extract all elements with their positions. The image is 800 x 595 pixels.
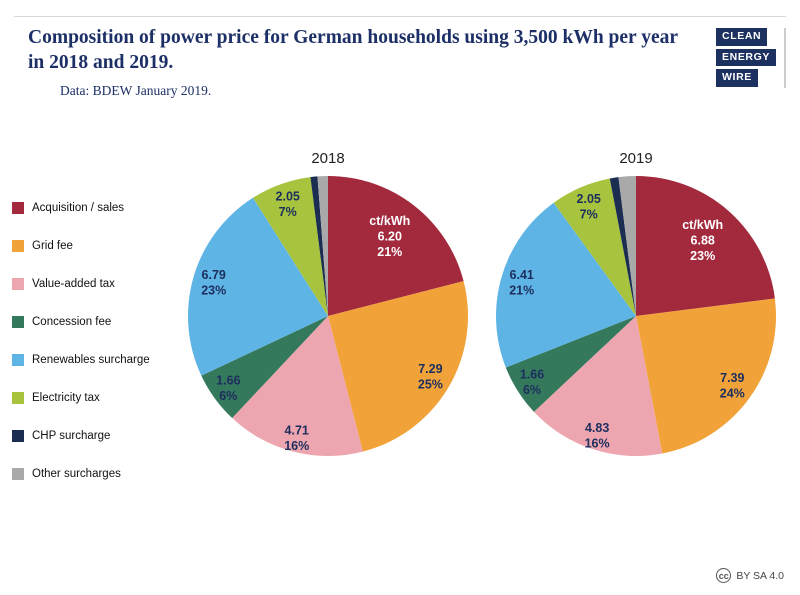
pie-slice-renewables-surcharge (495, 202, 636, 368)
slice-label-value-added-tax: 4.83 16% (585, 421, 610, 451)
cc-icon: cc (716, 568, 732, 583)
slice-label-electricity-tax: 2.05 7% (276, 189, 300, 219)
pie-2018: ct/kWh 6.20 21% 7.29 25% 4.71 16% 1.66 6% 6.79 23%… (187, 176, 468, 457)
clew-logo: CLEAN ENERGY WIRE (716, 28, 776, 87)
pie-slice-concession-fee (201, 316, 328, 419)
slice-label-acquisition-sales: ct/kWh 6.88 23% (682, 218, 723, 263)
logo-line-energy: ENERGY (716, 48, 776, 67)
pie-2019: ct/kWh 6.88 23% 7.39 24% 4.83 16% 1.66 6% 6.41 21%… (495, 175, 777, 457)
legend-swatch-grid-fee (12, 240, 24, 252)
pie-slice-concession-fee (505, 316, 636, 412)
pie-slice-electricity-tax (553, 178, 636, 316)
pie-slice-chp-surcharge (310, 176, 328, 316)
data-source: Data: BDEW January 2019. (60, 82, 212, 98)
slice-label-acquisition-sales: ct/kWh 6.20 21% (369, 214, 410, 259)
legend-item-chp-surcharge: CHP surcharge (12, 430, 178, 442)
legend-item-value-added-tax: Value-added tax (12, 278, 178, 290)
legend: Acquisition / sales Grid fee Value-added… (0, 148, 178, 480)
logo-line-clean: CLEAN (716, 28, 768, 46)
logo-line-wire: WIRE (716, 69, 758, 87)
pie-slice-acquisition-sales (328, 176, 464, 316)
legend-item-renewables-surcharge: Renewables surcharge (12, 354, 178, 366)
pie-charts: 2018 ct/kWh 6.20 21% 7.29 25% 4.71 16% 1.66 6% 6.… (178, 148, 800, 480)
legend-swatch-acquisition-sales (12, 202, 24, 214)
license: cc BY SA 4.0 (716, 568, 784, 583)
logo-divider (784, 28, 786, 88)
slice-label-renewables-surcharge: 6.41 21% (509, 268, 534, 298)
header: Composition of power price for German ho… (28, 26, 690, 99)
legend-item-acquisition-sales: Acquisition / sales (12, 202, 178, 214)
pie-figure-2018: 2018 ct/kWh 6.20 21% 7.29 25% 4.71 16% 1.66 6% 6.… (178, 148, 478, 480)
legend-label: Acquisition / sales (32, 202, 125, 214)
slice-label-renewables-surcharge: 6.79 23% (201, 268, 226, 298)
pie-slice-grid-fee (636, 298, 777, 454)
license-text: BY SA 4.0 (736, 569, 784, 582)
pie-slice-electricity-tax (252, 177, 328, 316)
legend-label: CHP surcharge (32, 430, 111, 442)
legend-swatch-other-surcharges (12, 468, 24, 480)
legend-swatch-electricity-tax (12, 392, 24, 404)
legend-swatch-value-added-tax (12, 278, 24, 290)
pie-slice-other-surcharges (618, 175, 636, 316)
pie-slice-value-added-tax (232, 316, 363, 457)
slice-label-grid-fee: 7.39 24% (720, 371, 745, 401)
legend-label: Renewables surcharge (32, 354, 150, 366)
legend-item-electricity-tax: Electricity tax (12, 392, 178, 404)
pie-slice-renewables-surcharge (187, 197, 328, 376)
chart-area: Acquisition / sales Grid fee Value-added… (0, 148, 800, 480)
legend-swatch-concession-fee (12, 316, 24, 328)
legend-label: Value-added tax (32, 278, 115, 290)
legend-swatch-chp-surcharge (12, 430, 24, 442)
year-label-2019: 2019 (619, 150, 653, 167)
year-label-2018: 2018 (311, 150, 345, 167)
legend-item-grid-fee: Grid fee (12, 240, 178, 252)
legend-label: Concession fee (32, 316, 112, 328)
pie-slice-other-surcharges (317, 176, 328, 316)
pie-slice-grid-fee (328, 281, 468, 452)
pie-slice-acquisition-sales (636, 176, 775, 316)
pie-slice-chp-surcharge (609, 177, 636, 316)
legend-swatch-renewables-surcharge (12, 354, 24, 366)
slice-label-electricity-tax: 2.05 7% (577, 192, 601, 222)
legend-label: Other surcharges (32, 468, 121, 480)
pie-slice-value-added-tax (533, 316, 663, 457)
slice-label-concession-fee: 1.66 6% (216, 374, 240, 404)
legend-label: Grid fee (32, 240, 73, 252)
slice-label-concession-fee: 1.66 6% (520, 367, 544, 397)
slice-label-value-added-tax: 4.71 16% (284, 423, 309, 453)
chart-title: Composition of power price for German ho… (28, 27, 678, 73)
legend-item-other-surcharges: Other surcharges (12, 468, 178, 480)
top-divider (14, 16, 786, 17)
slice-label-grid-fee: 7.29 25% (418, 362, 443, 392)
legend-item-concession-fee: Concession fee (12, 316, 178, 328)
pie-figure-2019: 2019 ct/kWh 6.88 23% 7.39 24% 4.83 16% 1.66 6% 6.… (486, 148, 786, 480)
legend-label: Electricity tax (32, 392, 100, 404)
